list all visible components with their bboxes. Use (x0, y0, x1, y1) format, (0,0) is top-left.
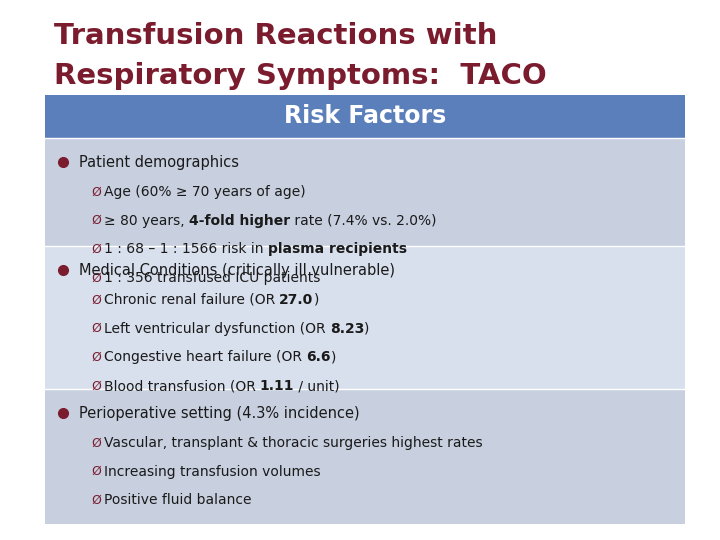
FancyBboxPatch shape (45, 94, 685, 524)
Text: Respiratory Symptoms:  TACO: Respiratory Symptoms: TACO (54, 62, 546, 90)
Text: Chronic renal failure (OR: Chronic renal failure (OR (104, 293, 279, 307)
Text: Ø: Ø (91, 243, 102, 256)
Text: 8.23: 8.23 (330, 322, 364, 336)
Text: Ø: Ø (91, 293, 102, 306)
Text: Transfusion Reactions with: Transfusion Reactions with (54, 22, 498, 50)
Text: Ø: Ø (91, 436, 102, 449)
Text: ≥ 80 years,: ≥ 80 years, (104, 214, 189, 228)
Text: 1 : 356 transfused ICU patients: 1 : 356 transfused ICU patients (104, 271, 320, 285)
Text: plasma recipients: plasma recipients (268, 242, 407, 256)
FancyBboxPatch shape (45, 246, 685, 389)
Text: Ø: Ø (91, 465, 102, 478)
Text: Blood transfusion (OR: Blood transfusion (OR (104, 379, 260, 393)
Text: Perioperative setting (4.3% incidence): Perioperative setting (4.3% incidence) (79, 406, 360, 421)
Text: / unit): / unit) (294, 379, 340, 393)
Text: Ø: Ø (91, 322, 102, 335)
Text: ): ) (330, 350, 336, 365)
Text: Ø: Ø (91, 272, 102, 285)
Text: 6.6: 6.6 (306, 350, 330, 365)
Text: Ø: Ø (91, 351, 102, 364)
Text: Patient demographics: Patient demographics (79, 154, 239, 170)
Text: Medical Conditions (critically ill vulnerable): Medical Conditions (critically ill vulne… (79, 262, 395, 278)
Text: rate (7.4% vs. 2.0%): rate (7.4% vs. 2.0%) (290, 214, 436, 228)
FancyBboxPatch shape (45, 94, 685, 138)
Text: ): ) (313, 293, 319, 307)
Text: ): ) (364, 322, 369, 336)
Text: Ø: Ø (91, 185, 102, 198)
Text: Ø: Ø (91, 214, 102, 227)
FancyBboxPatch shape (45, 389, 685, 524)
Text: 1.11: 1.11 (260, 379, 294, 393)
Text: Vascular, transplant & thoracic surgeries highest rates: Vascular, transplant & thoracic surgerie… (104, 436, 482, 450)
Text: Ø: Ø (91, 380, 102, 393)
Text: 27.0: 27.0 (279, 293, 313, 307)
Text: Left ventricular dysfunction (OR: Left ventricular dysfunction (OR (104, 322, 330, 336)
Text: 1 : 68 – 1 : 1566 risk in: 1 : 68 – 1 : 1566 risk in (104, 242, 268, 256)
Text: Age (60% ≥ 70 years of age): Age (60% ≥ 70 years of age) (104, 185, 305, 199)
FancyBboxPatch shape (45, 138, 685, 246)
Text: Increasing transfusion volumes: Increasing transfusion volumes (104, 465, 320, 479)
Text: 4-fold higher: 4-fold higher (189, 214, 290, 228)
Text: Positive fluid balance: Positive fluid balance (104, 494, 251, 508)
Text: Ø: Ø (91, 494, 102, 507)
Text: Risk Factors: Risk Factors (284, 104, 446, 128)
Text: Congestive heart failure (OR: Congestive heart failure (OR (104, 350, 306, 365)
